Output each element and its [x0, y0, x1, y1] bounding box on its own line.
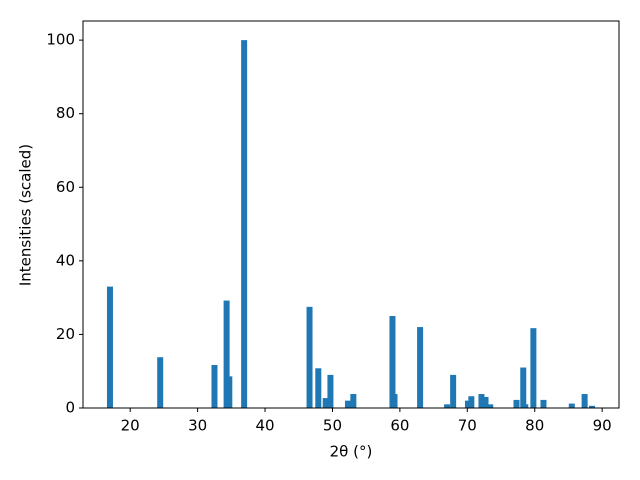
x-tick-label: 70 [458, 417, 477, 435]
bar [464, 400, 471, 408]
plot-frame [82, 20, 620, 409]
bar [226, 376, 233, 408]
x-tick-label: 50 [323, 417, 342, 435]
bar [391, 394, 398, 408]
bar [344, 400, 351, 408]
bar [530, 328, 537, 408]
bar [306, 306, 313, 408]
bar [468, 396, 475, 408]
bar [241, 40, 248, 409]
bar [487, 404, 494, 408]
bar [389, 316, 396, 408]
bar [568, 403, 575, 408]
x-tick-label: 20 [121, 417, 140, 435]
y-tick-label: 60 [56, 178, 75, 196]
bar [478, 394, 485, 408]
y-tick-label: 100 [46, 31, 75, 49]
bar [450, 374, 457, 408]
bar [513, 399, 520, 408]
bar [157, 357, 164, 408]
bar [482, 396, 489, 408]
y-tick-label: 20 [56, 325, 75, 343]
bar [581, 394, 588, 408]
bar [106, 286, 113, 408]
bar [223, 300, 230, 408]
y-axis-label: Intensities (scaled) [17, 144, 35, 286]
x-tick-label: 90 [593, 417, 612, 435]
bar [522, 404, 529, 408]
x-axis-label: 2θ (°) [330, 443, 373, 461]
bar [211, 364, 218, 408]
y-tick-label: 40 [56, 251, 75, 269]
x-tick-label: 40 [255, 417, 274, 435]
y-tick-label: 80 [56, 104, 75, 122]
bar [520, 367, 527, 408]
bar [589, 405, 596, 408]
x-tick-label: 30 [188, 417, 207, 435]
bar [540, 399, 547, 408]
bar [444, 404, 451, 408]
x-tick-label: 80 [525, 417, 544, 435]
bar [327, 374, 334, 408]
bar [322, 398, 329, 408]
y-tick-label: 0 [65, 399, 75, 417]
bar [315, 368, 322, 408]
bar [350, 394, 357, 408]
bar [417, 327, 424, 408]
x-tick-label: 60 [390, 417, 409, 435]
